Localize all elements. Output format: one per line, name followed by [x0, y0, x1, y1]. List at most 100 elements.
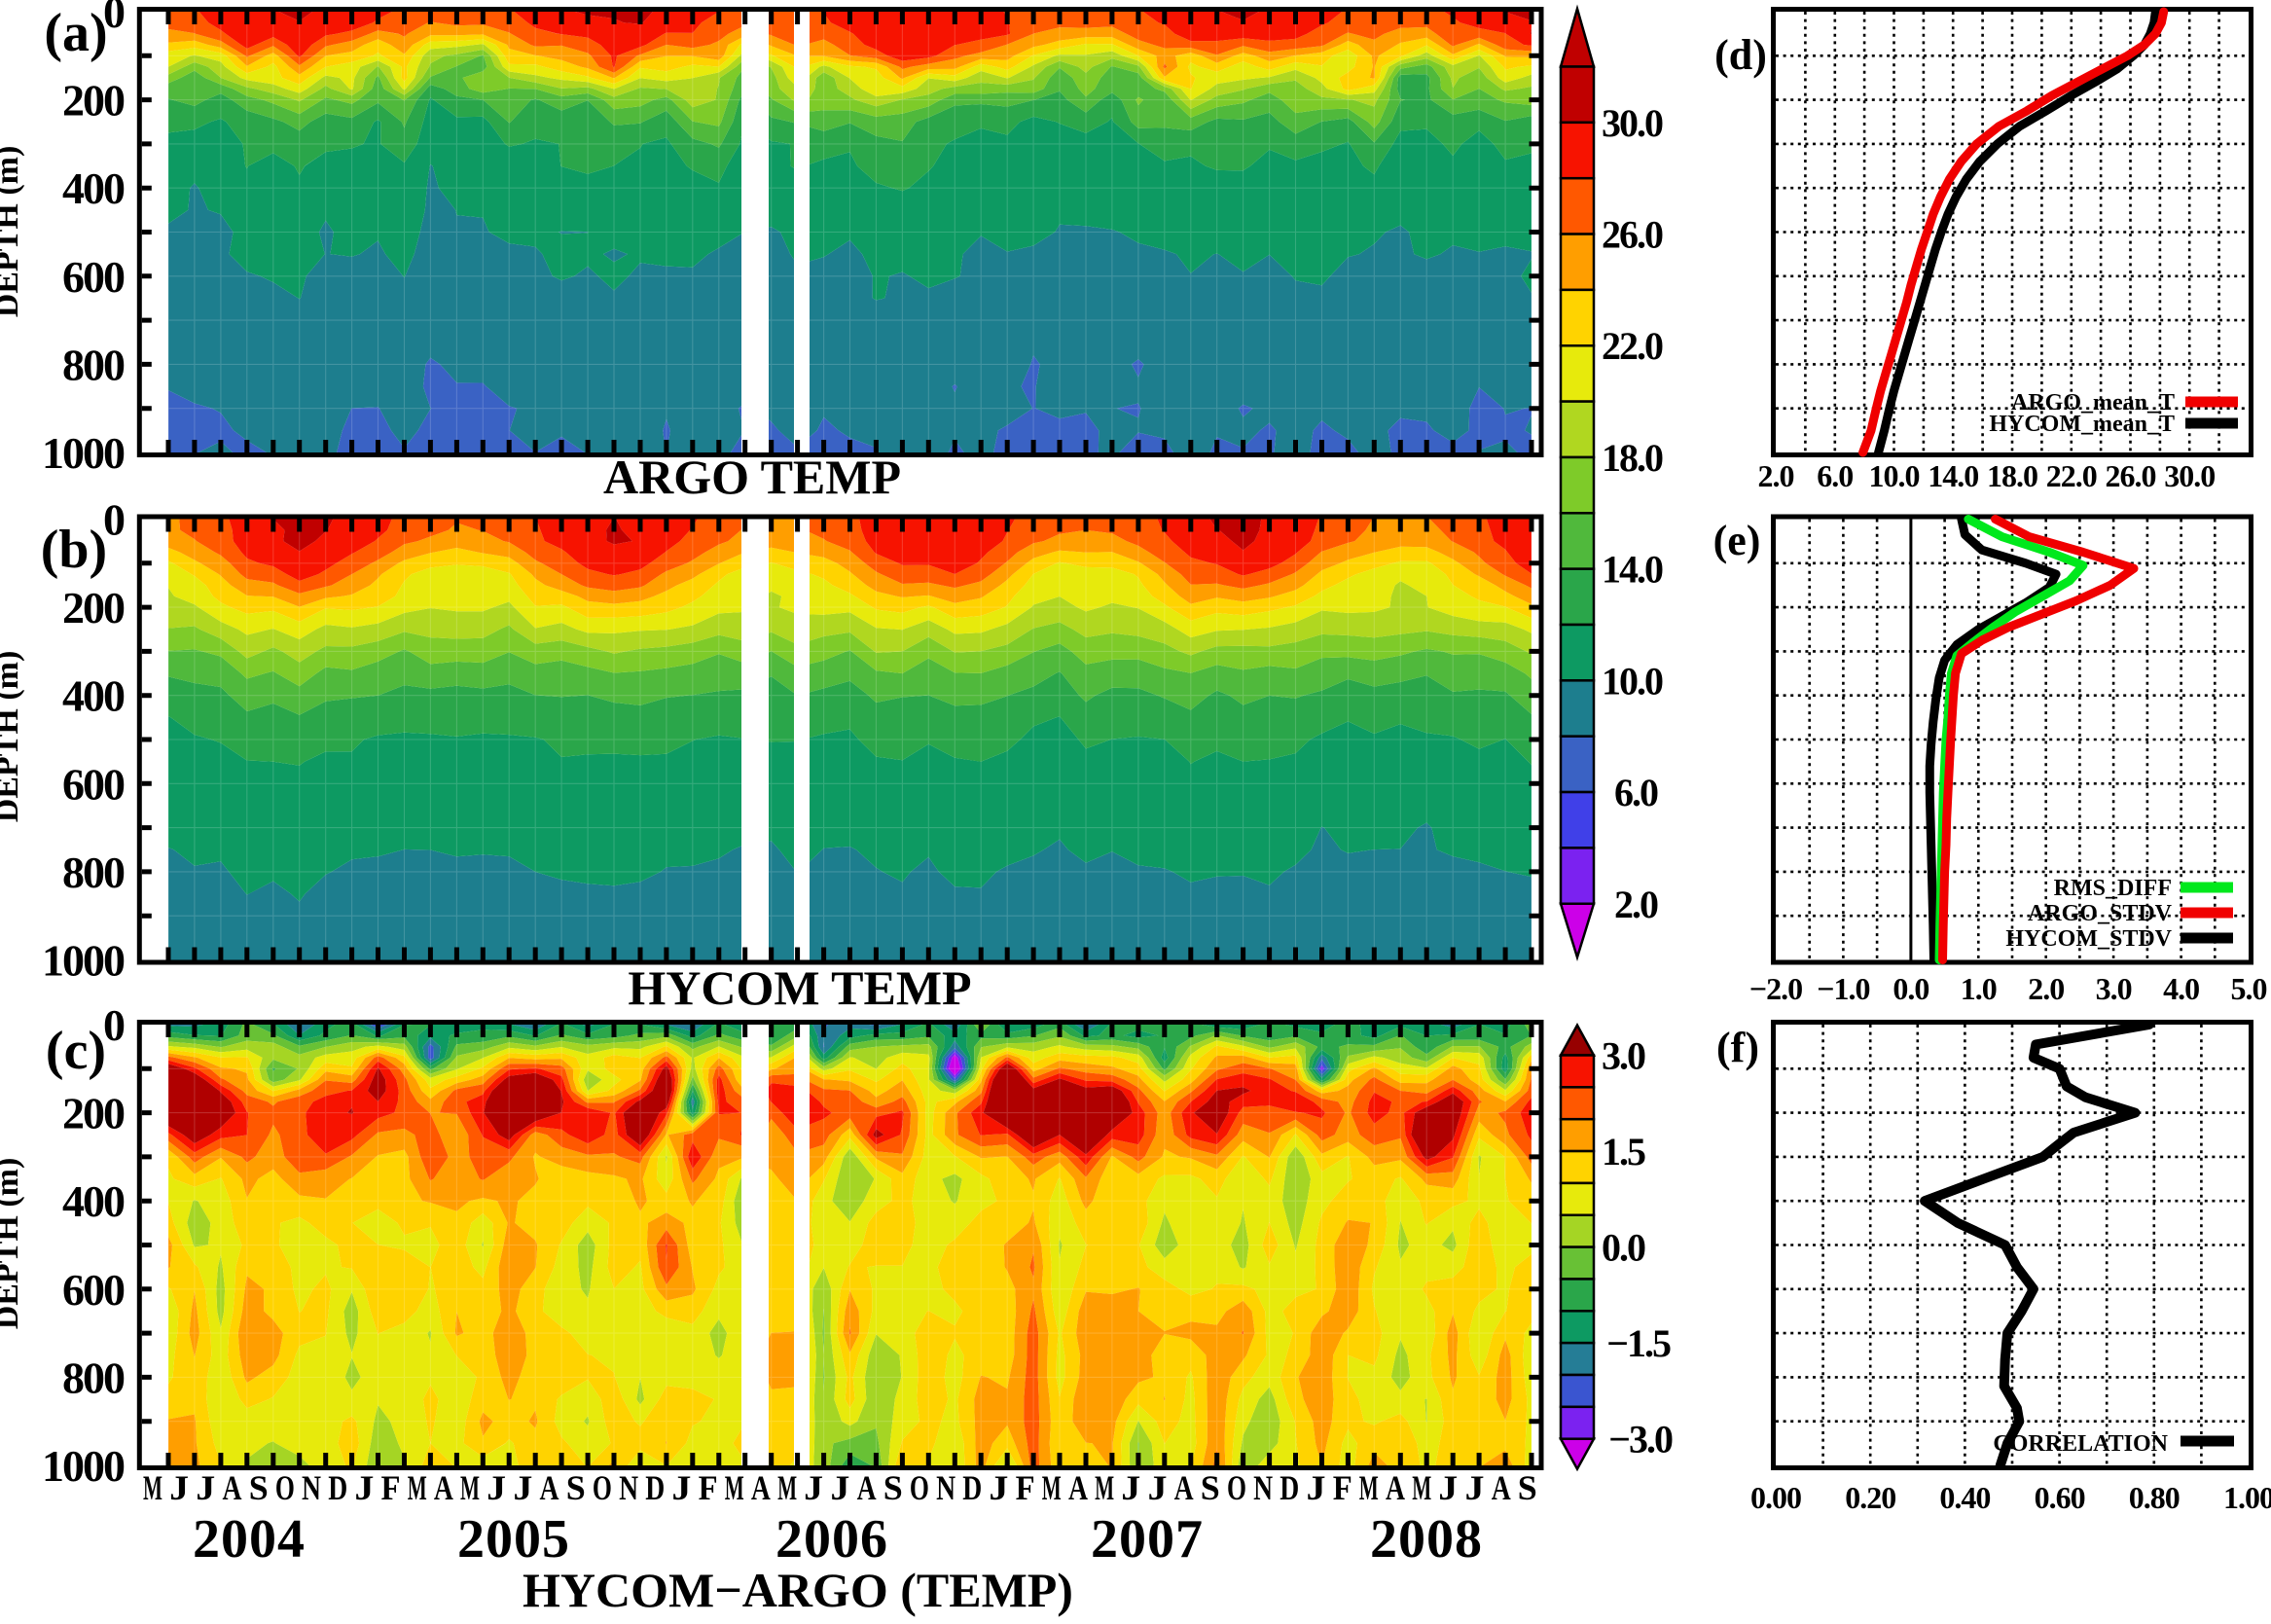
svg-text:J: J: [830, 1468, 849, 1507]
svg-text:N: N: [619, 1468, 638, 1507]
svg-text:0: 0: [103, 495, 125, 545]
svg-text:J: J: [1465, 1468, 1485, 1507]
svg-text:30.0: 30.0: [1602, 101, 1663, 145]
svg-text:HYCOM_mean_T: HYCOM_mean_T: [1989, 412, 2175, 437]
svg-text:S: S: [883, 1468, 903, 1507]
svg-text:D: D: [645, 1468, 665, 1507]
svg-text:M: M: [1359, 1468, 1379, 1507]
svg-text:DEPTH (m): DEPTH (m): [0, 146, 25, 318]
svg-text:5.0: 5.0: [2231, 971, 2267, 1006]
svg-text:0: 0: [103, 1000, 125, 1050]
svg-text:600: 600: [62, 759, 125, 809]
svg-text:14.0: 14.0: [1928, 458, 1978, 493]
svg-text:J: J: [169, 1468, 189, 1507]
svg-text:1000: 1000: [42, 936, 125, 986]
svg-text:S: S: [249, 1468, 269, 1507]
svg-text:M: M: [1042, 1468, 1062, 1507]
svg-text:30.0: 30.0: [2164, 458, 2215, 493]
svg-text:O: O: [593, 1468, 612, 1507]
svg-text:A: A: [434, 1468, 453, 1507]
svg-text:3.0: 3.0: [1602, 1034, 1645, 1078]
svg-text:(a): (a): [44, 3, 107, 63]
svg-text:(d): (d): [1714, 31, 1767, 79]
svg-text:J: J: [196, 1468, 215, 1507]
svg-text:A: A: [751, 1468, 771, 1507]
svg-text:600: 600: [62, 252, 125, 302]
svg-text:J: J: [487, 1468, 506, 1507]
svg-text:0.0: 0.0: [1602, 1226, 1645, 1270]
svg-text:18.0: 18.0: [1987, 458, 2037, 493]
svg-text:400: 400: [62, 1176, 125, 1226]
svg-text:1000: 1000: [42, 428, 125, 478]
svg-text:22.0: 22.0: [2046, 458, 2097, 493]
svg-text:2005: 2005: [457, 1509, 570, 1570]
svg-text:(b): (b): [41, 520, 107, 580]
svg-text:CORRELATION: CORRELATION: [1993, 1431, 2168, 1457]
svg-text:2.0: 2.0: [1614, 883, 1658, 926]
svg-text:J: J: [804, 1468, 823, 1507]
svg-text:10.0: 10.0: [1602, 659, 1663, 703]
svg-text:A: A: [1174, 1468, 1194, 1507]
svg-text:A: A: [1492, 1468, 1511, 1507]
svg-text:22.0: 22.0: [1602, 324, 1663, 368]
svg-text:0.0: 0.0: [1892, 971, 1929, 1006]
svg-text:A: A: [1386, 1468, 1405, 1507]
svg-text:6.0: 6.0: [1817, 458, 1853, 493]
svg-text:HYCOM TEMP: HYCOM TEMP: [628, 960, 971, 1015]
svg-text:1.00: 1.00: [2223, 1480, 2271, 1515]
svg-text:D: D: [962, 1468, 982, 1507]
svg-text:O: O: [910, 1468, 929, 1507]
svg-text:J: J: [1121, 1468, 1140, 1507]
svg-text:O: O: [1227, 1468, 1246, 1507]
svg-text:J: J: [989, 1468, 1008, 1507]
svg-text:ARGO TEMP: ARGO TEMP: [603, 450, 901, 504]
svg-text:(f): (f): [1716, 1024, 1759, 1071]
svg-text:2.0: 2.0: [1758, 458, 1794, 493]
svg-text:400: 400: [62, 671, 125, 721]
svg-text:1000: 1000: [42, 1441, 125, 1491]
svg-text:ARGO_mean_T: ARGO_mean_T: [2011, 390, 2175, 415]
svg-text:O: O: [275, 1468, 295, 1507]
svg-text:0.20: 0.20: [1845, 1480, 1895, 1515]
svg-text:0.60: 0.60: [2035, 1480, 2085, 1515]
svg-text:(e): (e): [1713, 517, 1761, 564]
svg-text:RMS_DIFF: RMS_DIFF: [2054, 876, 2172, 901]
svg-text:2006: 2006: [775, 1509, 888, 1570]
svg-text:F: F: [1333, 1468, 1352, 1507]
svg-text:26.0: 26.0: [2106, 458, 2156, 493]
svg-text:F: F: [1016, 1468, 1035, 1507]
svg-text:J: J: [1307, 1468, 1326, 1507]
svg-text:N: N: [936, 1468, 955, 1507]
svg-text:HYCOM−ARGO (TEMP): HYCOM−ARGO (TEMP): [523, 1563, 1073, 1617]
svg-text:D: D: [328, 1468, 347, 1507]
svg-text:800: 800: [62, 848, 125, 897]
svg-text:DEPTH (m): DEPTH (m): [0, 651, 25, 823]
svg-text:A: A: [223, 1468, 242, 1507]
svg-text:S: S: [1201, 1468, 1220, 1507]
svg-text:A: A: [540, 1468, 559, 1507]
svg-text:−3.0: −3.0: [1608, 1418, 1673, 1462]
svg-text:1.0: 1.0: [1961, 971, 1997, 1006]
svg-text:200: 200: [62, 1089, 125, 1138]
svg-text:(c): (c): [46, 1021, 106, 1081]
svg-text:A: A: [1068, 1468, 1088, 1507]
svg-text:400: 400: [62, 163, 125, 213]
svg-text:A: A: [857, 1468, 877, 1507]
svg-text:3.0: 3.0: [2096, 971, 2132, 1006]
svg-text:M: M: [143, 1468, 162, 1507]
svg-text:J: J: [354, 1468, 374, 1507]
svg-text:2.0: 2.0: [2028, 971, 2064, 1006]
svg-text:0.80: 0.80: [2129, 1480, 2180, 1515]
svg-text:M: M: [1412, 1468, 1431, 1507]
svg-text:S: S: [566, 1468, 586, 1507]
svg-text:0: 0: [103, 0, 125, 37]
svg-text:1.5: 1.5: [1602, 1130, 1645, 1173]
svg-text:M: M: [408, 1468, 427, 1507]
svg-text:−1.0: −1.0: [1817, 971, 1869, 1006]
svg-text:2004: 2004: [193, 1509, 306, 1570]
svg-text:0.00: 0.00: [1750, 1480, 1801, 1515]
svg-text:S: S: [1518, 1468, 1537, 1507]
svg-text:−2.0: −2.0: [1749, 971, 1802, 1006]
svg-text:N: N: [302, 1468, 321, 1507]
svg-text:M: M: [777, 1468, 797, 1507]
